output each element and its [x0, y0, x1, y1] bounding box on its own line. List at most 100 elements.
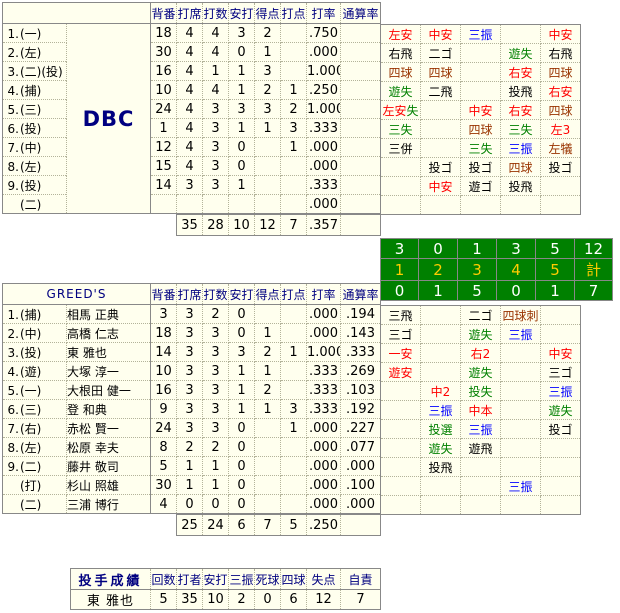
column-header: 打点	[280, 283, 307, 305]
dbc-score-row: 3 0 1 3 5 12	[380, 238, 613, 259]
play-row: 遊安 遊失 三ゴ	[380, 362, 581, 382]
stat-cell: 9	[150, 399, 177, 419]
pitching-stat-cell: 10	[202, 589, 229, 610]
player-name: 藤井 敬司	[66, 456, 151, 476]
total-stat-cell: .250	[306, 514, 341, 536]
pitching-header: 投手成績 回数 打者 安打 三振 死球 四球 失点 自責	[70, 568, 381, 590]
total-stat-cell: 6	[228, 514, 255, 536]
greeds-totals-strip: 25 24 6 7 5.250	[176, 514, 381, 536]
play-row: 三ゴ 遊失 三振	[380, 324, 581, 344]
stat-cell: 0	[228, 456, 255, 476]
player-row: (二) 三浦 博行 4 0 0 0.000.000	[2, 494, 381, 514]
stat-cell	[254, 475, 281, 495]
stat-cell	[280, 494, 307, 514]
player-name: 相馬 正典	[66, 304, 151, 324]
play-cell: 四球	[460, 119, 501, 139]
play-cell: 三失	[460, 138, 501, 158]
stat-cell: 2	[254, 80, 281, 100]
play-result: 四球	[468, 122, 493, 137]
play-result: 三飛	[388, 308, 413, 323]
play-cell: 遊失	[500, 43, 541, 63]
play-cell: 遊安	[380, 362, 421, 382]
player-row: (打) 杉山 照雄 30 1 1 0.000.100	[2, 475, 381, 495]
play-result: 三併	[388, 141, 413, 156]
play-result: 左3	[550, 122, 571, 137]
play-cell	[420, 305, 461, 325]
stat-cell	[254, 456, 281, 476]
stat-cell: .000	[306, 137, 341, 157]
stat-cell: 0	[228, 42, 255, 62]
column-header: 打数	[202, 2, 229, 24]
play-row: 遊失 遊飛	[380, 438, 581, 458]
play-cell	[420, 195, 461, 215]
column-header: 打点	[280, 2, 307, 24]
stat-cell: .333	[306, 399, 341, 419]
score-cell: 12	[574, 238, 613, 259]
play-result: 三ゴ	[548, 365, 573, 380]
play-cell	[420, 119, 461, 139]
stat-cell	[202, 194, 229, 214]
play-cell	[380, 157, 421, 177]
stat-cell	[280, 175, 307, 195]
stat-cell: 4	[176, 80, 203, 100]
play-cell	[540, 176, 581, 196]
pitching-title: 投手成績	[70, 568, 151, 590]
play-cell	[500, 457, 541, 477]
stat-cell: 18	[150, 23, 177, 43]
play-cell	[500, 195, 541, 215]
play-cell: 二ゴ	[420, 43, 461, 63]
play-row: 三飛 二ゴ 四球刺	[380, 305, 581, 325]
team-name-header	[2, 2, 151, 24]
team-name: DBC	[82, 106, 135, 131]
stat-cell	[228, 194, 255, 214]
stat-cell: .000	[306, 156, 341, 176]
header-row: GREED'S 背番 打席 打数 安打 得点 打点 打率 通算率	[2, 283, 381, 305]
stat-cell	[340, 118, 381, 138]
play-cell	[500, 400, 541, 420]
play-cell: 左3	[540, 119, 581, 139]
play-cell	[420, 343, 461, 363]
stat-cell: 1	[280, 80, 307, 100]
play-cell: 中安	[420, 24, 461, 44]
play-result: 二ゴ	[468, 308, 493, 323]
stat-cell: 1	[280, 137, 307, 157]
stat-cell: 24	[150, 99, 177, 119]
stat-cell: 1	[202, 456, 229, 476]
position-label: (中)	[20, 326, 42, 341]
batting-order-position: 1.(捕)	[2, 304, 67, 324]
total-stat-cell: 7	[280, 214, 307, 236]
stat-cell: .194	[340, 304, 381, 324]
batting-order-position: 8.(左)	[2, 156, 67, 176]
play-cell: 中安	[540, 343, 581, 363]
player-row: 6.(投) 1 4 3 1 1 3.333	[2, 118, 381, 138]
play-result: 中安	[468, 103, 493, 118]
totals-row: 25 24 6 7 5.250	[176, 514, 381, 536]
stat-cell: .000	[306, 456, 341, 476]
play-cell	[500, 381, 541, 401]
stat-cell: 4	[176, 61, 203, 81]
stat-cell: .333	[306, 380, 341, 400]
pitching-column-header: 自責	[340, 568, 381, 590]
stat-cell: 3	[176, 399, 203, 419]
play-result: 投選	[428, 422, 453, 437]
stat-cell: 14	[150, 175, 177, 195]
play-cell	[420, 476, 461, 496]
stat-cell: 1	[228, 361, 255, 381]
batting-order-position: 5.(三)	[2, 99, 67, 119]
play-cell	[500, 343, 541, 363]
play-cell: 投ゴ	[540, 419, 581, 439]
play-result: 三失	[388, 122, 413, 137]
stat-cell: .103	[340, 380, 381, 400]
batting-order-position: 3.(二)(投)	[2, 61, 67, 81]
score-cell: 0	[418, 238, 458, 259]
stat-cell: 16	[150, 61, 177, 81]
position-label: (左)	[20, 159, 42, 174]
total-stat-cell: 35	[176, 214, 203, 236]
stat-cell: 2	[280, 99, 307, 119]
pitching-stat-cell: 7	[340, 589, 381, 610]
stat-cell: 3	[202, 156, 229, 176]
score-cell: 3	[457, 258, 497, 281]
stat-cell: .077	[340, 437, 381, 457]
stat-cell: 3	[280, 399, 307, 419]
